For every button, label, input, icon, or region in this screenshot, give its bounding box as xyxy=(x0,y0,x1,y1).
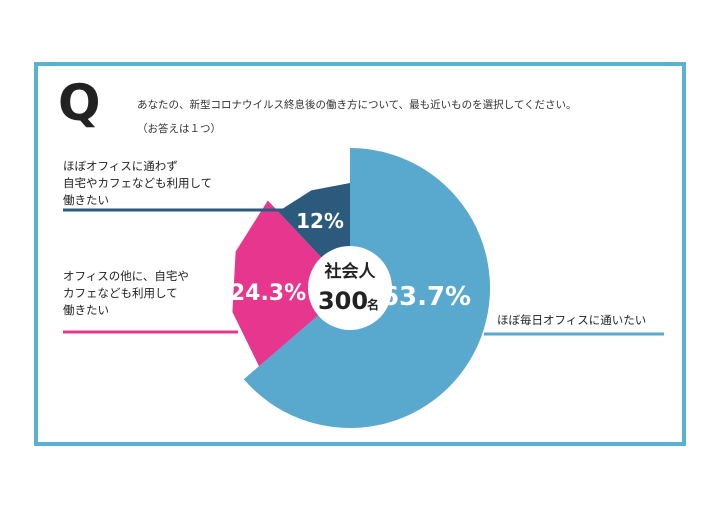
label-other-line-1: オフィスの他に、自宅や xyxy=(63,269,189,283)
pct-label-other: 24.3% xyxy=(230,281,306,306)
label-hybrid-line-3: 働きたい xyxy=(63,193,109,207)
slice-other xyxy=(232,200,350,367)
label-office-line-1: ほぼ毎日オフィスに通いたい xyxy=(497,313,647,327)
label-other: オフィスの他に、自宅や カフェなども利用して 働きたい xyxy=(63,268,189,319)
question-mark: Q xyxy=(58,74,101,132)
center-number: 300 xyxy=(318,287,368,315)
center-unit: 名 xyxy=(367,297,379,312)
label-office: ほぼ毎日オフィスに通いたい xyxy=(497,312,646,329)
label-other-line-2: カフェなども利用して xyxy=(63,286,178,300)
label-other-line-3: 働きたい xyxy=(63,303,109,317)
center-line-1: 社会人 xyxy=(324,261,377,282)
center-circle xyxy=(308,246,392,330)
pct-label-hybrid: 12% xyxy=(296,209,344,233)
question-text: あなたの、新型コロナウイルス終息後の働き方について、最も近いものを選択してくださ… xyxy=(137,93,677,141)
label-hybrid-line-1: ほぼオフィスに通わず xyxy=(63,159,178,173)
question-line-2: （お答えは１つ） xyxy=(137,123,221,135)
question-line-1: あなたの、新型コロナウイルス終息後の働き方について、最も近いものを選択してくださ… xyxy=(137,99,577,111)
label-hybrid-line-2: 自宅やカフェなども利用して xyxy=(63,176,213,190)
pct-label-office: 63.7% xyxy=(381,282,471,312)
label-hybrid: ほぼオフィスに通わず 自宅やカフェなども利用して 働きたい xyxy=(63,158,212,209)
